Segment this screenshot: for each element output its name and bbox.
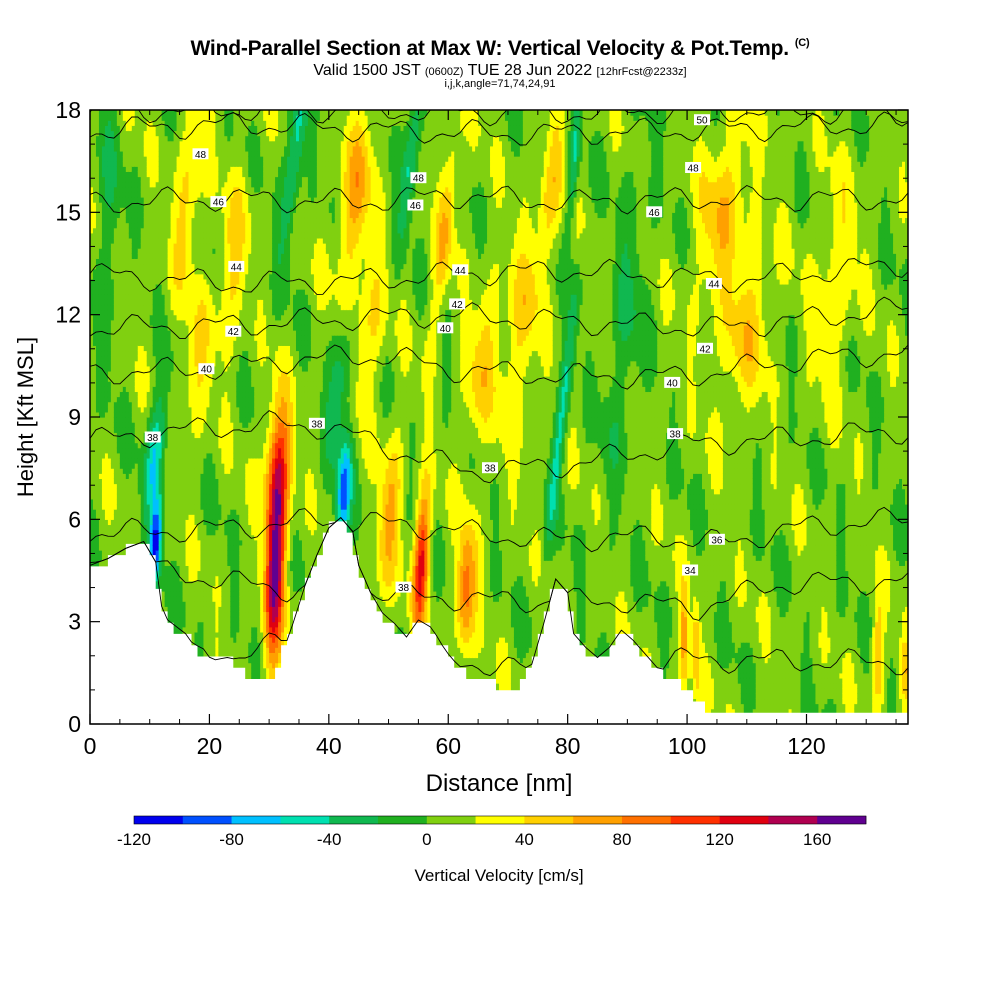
cross-section-chart: 4846444240383848464442403838504846444240…	[0, 0, 1000, 1000]
